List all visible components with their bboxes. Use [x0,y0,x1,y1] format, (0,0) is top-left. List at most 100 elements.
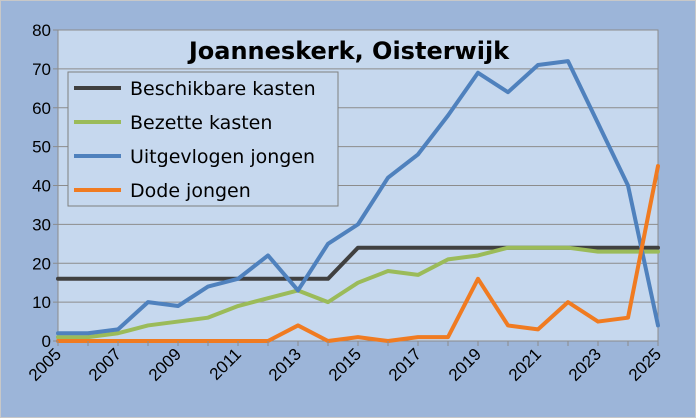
data-point [356,281,360,285]
data-point [296,288,300,293]
data-point [566,59,570,63]
legend-label: Beschikbare kasten [130,78,316,100]
data-point [596,319,600,324]
data-point [656,323,660,328]
data-point [476,246,480,250]
x-tick-label: 2025 [625,345,665,385]
data-point [326,277,330,281]
x-tick-label: 2007 [85,345,125,385]
data-point [86,331,90,335]
data-point [446,246,450,250]
data-point [176,304,180,308]
data-point [56,331,60,335]
data-point [266,296,270,300]
chart-title: Joanneskerk, Oisterwijk [187,37,510,65]
y-tick-label: 0 [42,332,51,351]
data-point [446,113,450,118]
data-point [266,277,270,281]
data-point [296,277,300,281]
y-tick-label: 50 [32,138,51,157]
data-point [356,246,360,250]
data-point [656,249,660,254]
y-tick-label: 80 [32,21,51,40]
data-point [176,277,180,281]
data-point [626,183,630,188]
data-point [476,253,480,258]
y-axis-ticks: 0 10 20 30 40 50 60 70 80 [32,21,58,351]
data-point [116,327,120,331]
x-tick-label: 2017 [385,345,425,385]
data-point [536,246,540,250]
data-point [596,121,600,125]
data-point [146,300,150,304]
data-point [626,246,630,250]
x-axis-ticks: 2005 2007 2009 2011 2013 2015 2017 2019 2021 2023… [25,341,665,385]
data-point [176,319,180,324]
data-point [356,222,360,226]
x-tick-label: 2019 [445,345,485,385]
data-point [386,176,390,180]
data-point [416,335,420,339]
y-tick-label: 70 [32,60,51,79]
data-point [206,316,210,320]
data-point [446,257,450,261]
data-point [566,246,570,250]
data-point [476,277,480,281]
data-point [536,63,540,67]
x-tick-label: 2023 [565,345,605,385]
data-point [626,316,630,320]
data-point [116,331,120,335]
y-tick-label: 20 [32,254,51,273]
data-point [206,277,210,281]
data-point [86,277,90,281]
data-point [356,335,360,339]
y-tick-label: 60 [32,99,51,118]
data-point [596,246,600,250]
data-point [566,300,570,304]
data-point [116,277,120,281]
data-point [326,300,330,304]
series-lines [56,59,660,343]
data-point [596,249,600,254]
data-point [626,249,630,254]
data-point [476,71,480,75]
y-tick-label: 30 [32,215,51,234]
data-point [236,304,240,308]
data-point [386,269,390,273]
data-point [446,335,450,339]
data-point [146,323,150,328]
x-tick-label: 2011 [206,345,245,384]
chart-title-box: Joanneskerk, Oisterwijk [186,34,512,67]
legend-box [67,71,339,207]
data-point [656,246,660,250]
data-point [386,246,390,250]
data-point [56,277,60,281]
x-tick-label: 2015 [325,345,365,385]
data-point [656,164,660,168]
data-point [266,253,270,258]
data-point [296,323,300,328]
data-point [236,277,240,281]
data-point [506,323,510,328]
data-point [206,284,210,289]
data-point [506,90,510,94]
x-tick-label: 2009 [145,345,185,385]
data-point [536,327,540,331]
data-point [416,273,420,277]
legend-label: Bezette kasten [130,112,272,134]
x-tick-label: 2005 [25,345,65,385]
x-tick-label: 2013 [265,345,305,385]
y-tick-label: 40 [32,177,51,196]
data-point [86,335,90,339]
data-point [416,246,420,250]
data-point [56,335,60,339]
legend: Beschikbare kasten Bezette kasten Uitgevlo… [67,71,339,207]
data-point [326,242,330,246]
legend-label: Dode jongen [130,180,251,202]
y-tick-label: 10 [32,293,51,312]
data-point [146,277,150,281]
data-point [506,246,510,250]
x-tick-label: 2021 [505,345,545,385]
